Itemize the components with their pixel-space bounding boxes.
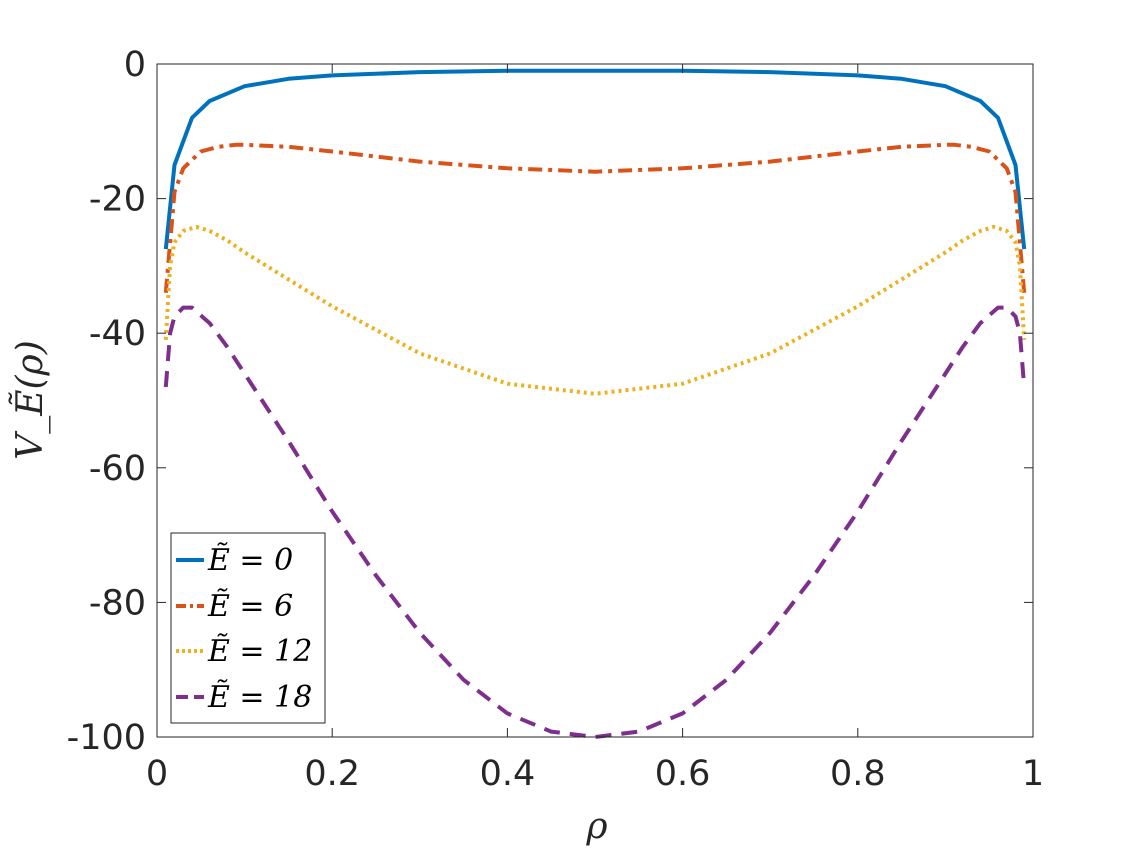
series-line-1 — [163, 142, 1027, 293]
legend-label-2: Ẽ = 12 — [207, 633, 312, 669]
plot-frame — [156, 63, 1034, 738]
y-tick-label: -100 — [67, 718, 146, 758]
y-tick-label: -60 — [89, 449, 146, 489]
x-tick-label: 0.2 — [304, 754, 360, 794]
series-layer — [163, 68, 1027, 739]
x-tick-label: 1 — [1022, 754, 1044, 794]
y-tick-label: -40 — [89, 314, 146, 354]
series-line-3 — [163, 305, 1027, 739]
x-tick-label: 0.4 — [480, 754, 536, 794]
y-tick-label: 0 — [124, 45, 146, 85]
x-axis-label: ρ — [585, 806, 607, 847]
series-line-2 — [163, 224, 1027, 396]
x-tick-label: 0.6 — [655, 754, 711, 794]
legend-box — [170, 532, 326, 724]
series-line-0 — [163, 68, 1027, 250]
y-tick-label: -20 — [89, 180, 146, 220]
tick-layer: 0 0.2 0.4 0.6 0.8 1 0 -20 -40 -60 -80 -100 — [67, 45, 1045, 794]
legend: Ẽ = 0 Ẽ = 6 Ẽ = 12 Ẽ = 18 — [170, 532, 326, 724]
x-tick-label: 0.8 — [830, 754, 886, 794]
legend-label-0: Ẽ = 0 — [207, 542, 293, 578]
x-tick-label: 0 — [146, 754, 168, 794]
legend-label-3: Ẽ = 18 — [207, 679, 312, 715]
y-axis-label: V_Ẽ(ρ) — [9, 340, 51, 460]
legend-label-1: Ẽ = 6 — [207, 588, 293, 624]
y-tick-label: -80 — [89, 583, 146, 623]
